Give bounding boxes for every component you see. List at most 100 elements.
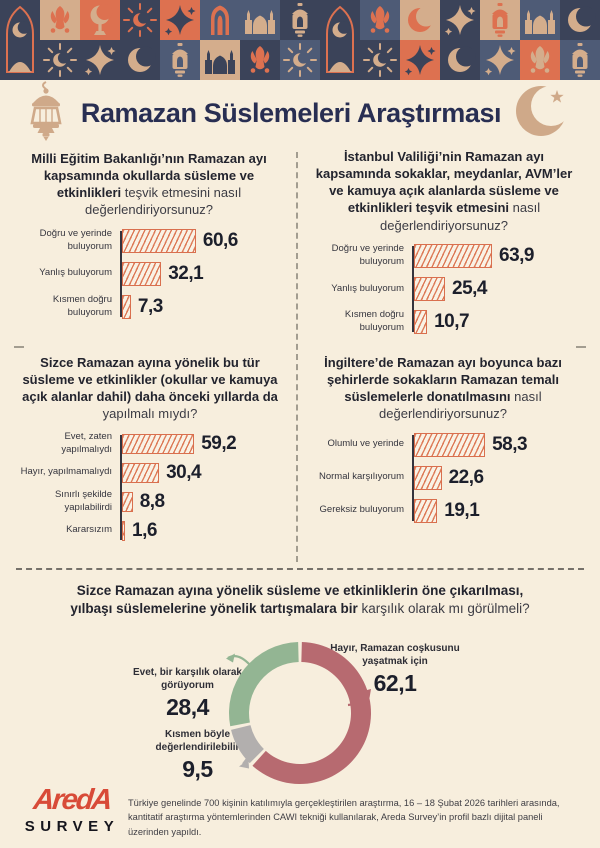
bar-chart: Evet, zaten yapılmalıydı 59,2 Hayır, yapıl… (20, 431, 280, 542)
bar-row: Kısmen doğru buluyorum 7,3 (53, 294, 278, 319)
bar (414, 498, 438, 523)
bar (414, 465, 442, 490)
lantern-icon (480, 0, 520, 40)
bar-row: Hayır, yapılmamalıydı 30,4 (21, 462, 280, 484)
slice-value: 28,4 (166, 694, 209, 720)
bar-category-label: Normal karşılıyorum (319, 471, 404, 483)
chart-education-ministry: Milli Eğitim Bakanlığı’nın Ramazan ayı k… (20, 150, 278, 328)
bar (414, 276, 445, 301)
question-regular-text: nasıl değerlendiriyorsunuz? (379, 389, 542, 422)
vertical-dashed-divider (296, 152, 298, 562)
axis-line (120, 230, 122, 317)
slice-label: Evet, bir karşılık olarak görüyorum (133, 667, 242, 691)
bar-row: Yanlış buluyorum 32,1 (39, 261, 278, 286)
donut-ring (228, 642, 372, 784)
bar-value-label: 63,9 (499, 244, 534, 266)
bar-chart: Olumlu ve yerinde 58,3 Normal karşılıyorum… (312, 432, 574, 523)
bar-value-label: 22,6 (448, 466, 484, 488)
donut-slice (252, 642, 372, 784)
axis-line (412, 245, 414, 332)
chart-question: İstanbul Valiliği’nin Ramazan ayı kapsam… (312, 148, 576, 234)
bar-category-label: Sınırlı şekilde yapılabilirdi (54, 489, 112, 513)
question-regular-text: nasıl değerlendiriyorsunuz? (380, 200, 541, 233)
bar-category-label: Yanlış buluyorum (331, 282, 404, 294)
slice-label: Kısmen böyle değerlendirilebilir (155, 729, 240, 753)
bar-chart: Doğru ve yerinde buluyorum 63,9 Yanlış bul… (312, 243, 576, 334)
row-divider-dash-right (576, 346, 586, 348)
sunburst-crescent-icon (360, 40, 400, 80)
mosque-icon (240, 0, 280, 40)
bar-value-label: 8,8 (139, 490, 165, 512)
chart-question: İngiltere’de Ramazan ayı boyunca bazı şe… (312, 354, 574, 423)
donut-chart-question: Sizce Ramazan ayına yönelik süsleme ve e… (70, 582, 530, 618)
bar-category-label: Yanlış buluyorum (39, 267, 112, 279)
question-bold-text: Sizce Ramazan ayına yönelik bu tür süsle… (22, 355, 278, 405)
logo-subtitle: SURVEY (24, 818, 120, 835)
bar (122, 228, 196, 253)
bar (414, 243, 492, 268)
bar-row: Kısmen doğru buluyorum 10,7 (345, 309, 576, 334)
question-bold-text: İstanbul Valiliği’nin Ramazan ayı kapsam… (315, 149, 573, 216)
star4-icon (480, 40, 520, 80)
axis-line (412, 434, 414, 521)
chart-previous-years: Sizce Ramazan ayına yönelik bu tür süsle… (20, 354, 280, 549)
chart-istanbul-governorship: İstanbul Valiliği’nin Ramazan ayı kapsam… (312, 148, 576, 343)
chart-question: Milli Eğitim Bakanlığı’nın Ramazan ayı k… (20, 150, 278, 219)
arch-window-icon (200, 0, 240, 40)
header: Ramazan Süslemeleri Araştırması (0, 80, 600, 146)
donut-label-kismen: Kısmen böyle değerlendirilebilir 9,5 (135, 728, 260, 783)
bar-row: Sınırlı şekilde yapılabilirdi 8,8 (55, 489, 280, 512)
bar-row: Doğru ve yerinde buluyorum 63,9 (332, 243, 576, 268)
chart-question: Sizce Ramazan ayına yönelik bu tür süsle… (20, 354, 280, 423)
donut-slice (231, 725, 264, 764)
question-regular-text: yapılmalı mıydı? (102, 406, 198, 422)
chart-england-decorations: İngiltere’de Ramazan ayı boyunca bazı şe… (312, 354, 574, 532)
bar-value-label: 25,4 (452, 277, 487, 299)
decorative-border (0, 0, 600, 80)
methodology-note: Türkiye genelinde 700 kişinin katılımıyl… (128, 798, 560, 837)
logo-wordmark: AredA (31, 784, 113, 816)
arch-scene-icon (0, 0, 40, 80)
slice-value: 62,1 (373, 670, 417, 696)
crescent-icon (120, 40, 160, 80)
page-title: Ramazan Süslemeleri Araştırması (80, 97, 502, 128)
bar (122, 491, 133, 512)
bar-row: Normal karşılıyorum 22,6 (319, 465, 574, 490)
bar (122, 261, 162, 286)
question-bold-text: İngiltere’de Ramazan ayı boyunca bazı şe… (324, 355, 562, 405)
lantern-icon (160, 40, 200, 80)
crescent-stem-icon (80, 0, 120, 40)
bar-row: Kararsızım 1,6 (66, 520, 280, 542)
bar-value-label: 58,3 (492, 433, 528, 455)
lantern-icon (560, 40, 600, 80)
donut-label-evet: Evet, bir karşılık olarak görüyorum 28,4 (125, 666, 250, 721)
tulip-icon (240, 40, 280, 80)
bar-row: Gereksiz buluyorum 19,1 (320, 498, 574, 523)
bar-category-label: Doğru ve yerinde buluyorum (331, 243, 404, 267)
bar-category-label: Olumlu ve yerinde (327, 438, 404, 450)
bar (122, 462, 160, 483)
bar-category-label: Hayır, yapılmamalıydı (20, 466, 112, 478)
star4-icon (440, 0, 480, 40)
bar-row: Olumlu ve yerinde 58,3 (327, 432, 574, 457)
bar (414, 309, 428, 334)
bar (122, 294, 131, 319)
lantern-icon (280, 0, 320, 40)
bar-value-label: 60,6 (202, 229, 238, 251)
bar-row: Doğru ve yerinde buluyorum 60,6 (40, 228, 278, 253)
donut-chart: Hayır, Ramazan coşkusunu yaşatmak için 6… (0, 628, 600, 803)
lantern-icon (24, 80, 68, 146)
bar-value-label: 19,1 (444, 499, 480, 521)
slice-label: Hayır, Ramazan coşkusunu yaşatmak için (330, 643, 460, 667)
areda-survey-logo: AredA SURVEY (22, 784, 122, 835)
crescent-icon (400, 0, 440, 40)
horizontal-dashed-divider (16, 568, 584, 570)
row-divider-dash-left (14, 346, 24, 348)
curved-arrow-icon (222, 650, 252, 673)
bar-category-label: Gereksiz buluyorum (319, 504, 404, 516)
bar-value-label: 32,1 (168, 262, 204, 284)
bar-category-label: Evet, zaten yapılmalıydı (61, 431, 112, 455)
question-regular-text: karşılık olarak mı görülmeli? (361, 601, 530, 617)
mosque-icon (200, 40, 240, 80)
